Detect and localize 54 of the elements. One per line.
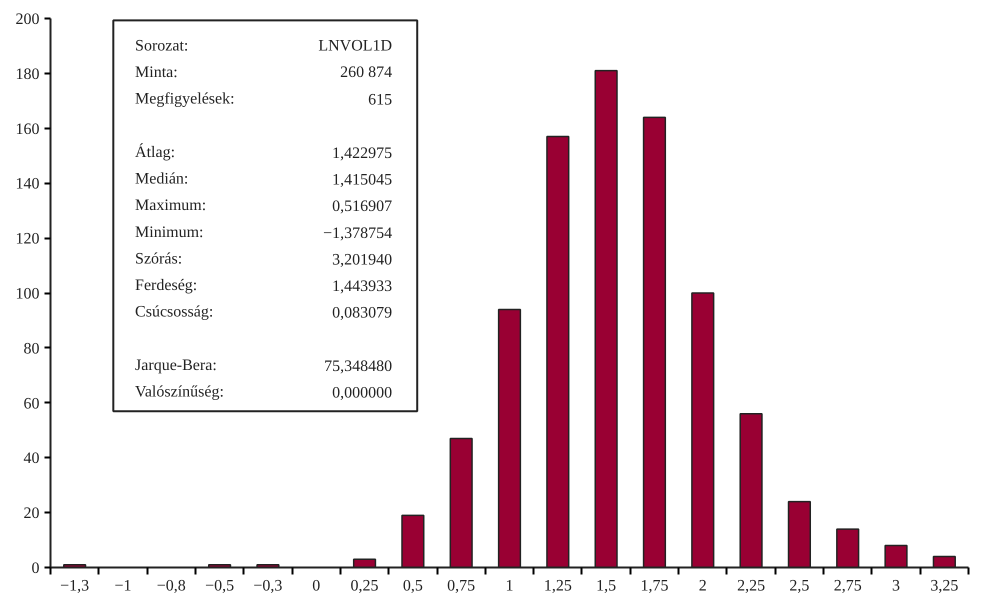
x-tick-label: −1: [114, 578, 132, 594]
annotation: 0,516907: [332, 198, 392, 216]
x-tick-label: 2,25: [737, 578, 766, 594]
x-tick-label: 2,5: [789, 578, 810, 594]
annotation: Maximum:: [135, 197, 206, 214]
x-tick-label: −0,8: [156, 578, 186, 594]
x-tick-label: 3: [892, 578, 900, 594]
annotation: Valószínűség:: [135, 384, 224, 401]
x-tick-label: 3,25: [930, 578, 958, 594]
annotation: 0,000000: [332, 384, 392, 402]
x-tick-label: −0,5: [205, 578, 234, 594]
y-tick-label: 0: [32, 560, 40, 577]
x-tick-label: 1: [506, 578, 514, 594]
x-tick-label: 1,5: [596, 578, 616, 594]
annotation: 1,422975: [332, 144, 392, 162]
y-tick-label: 180: [16, 66, 40, 83]
annotation: Ferdeség:: [135, 277, 198, 294]
y-tick-label: 60: [24, 395, 40, 412]
x-tick-label: 2,75: [834, 578, 862, 594]
x-tick-label: 0,5: [402, 578, 423, 594]
annotation: LNVOL1D: [318, 37, 392, 54]
annotation: Megfigyelések:: [135, 90, 235, 108]
x-tick-label: 2: [698, 578, 707, 594]
annotation: Szórás:: [135, 250, 182, 268]
y-tick-label: 80: [24, 340, 40, 358]
annotation: Minimum:: [135, 224, 204, 241]
x-tick-label: 0,75: [447, 578, 476, 594]
annotation: Csúcsosság:: [135, 304, 214, 321]
y-tick-label: 100: [16, 286, 40, 302]
y-tick-label: 20: [24, 505, 40, 522]
x-tick-label: 1,25: [544, 578, 572, 594]
annotation: 615: [368, 92, 392, 109]
annotation: 3,201940: [332, 251, 392, 268]
annotation: 0,083079: [332, 304, 392, 322]
x-tick-label: 0,25: [350, 578, 379, 594]
x-tick-label: −1,3: [60, 578, 90, 594]
annotation: Jarque-Bera:: [135, 356, 217, 374]
x-tick-label: −0,3: [253, 578, 282, 594]
annotation: 1,443933: [332, 278, 392, 296]
y-tick-label: 140: [16, 176, 40, 193]
x-tick-label: 0: [312, 578, 320, 594]
y-tick-label: 40: [24, 450, 40, 468]
annotation: 260 874: [340, 64, 392, 82]
x-tick-label: 1,75: [640, 578, 668, 594]
annotation: Medián:: [135, 170, 188, 188]
annotation: Sorozat:: [135, 37, 188, 54]
annotation: Átlag:: [135, 142, 176, 161]
y-tick-label: 200: [16, 11, 40, 28]
y-tick-label: 160: [16, 120, 40, 138]
annotation: −1,378754: [323, 224, 392, 242]
y-tick-label: 120: [16, 230, 40, 248]
annotation: Minta:: [135, 64, 178, 82]
annotation: 1,415045: [332, 172, 392, 189]
annotation: 75,348480: [324, 358, 392, 375]
